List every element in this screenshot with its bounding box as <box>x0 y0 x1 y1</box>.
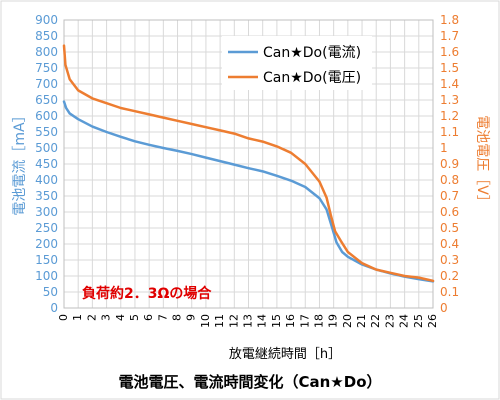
x-tick-label: 26 <box>426 314 439 328</box>
x-tick-label: 7 <box>156 314 169 321</box>
x-tick-label: 19 <box>327 314 340 328</box>
y-left-tick-label: 300 <box>35 205 58 219</box>
y-right-tick-label: 1.6 <box>440 45 459 59</box>
x-tick-label: 25 <box>412 314 425 328</box>
x-tick-label: 13 <box>242 314 255 328</box>
y-left-tick-label: 100 <box>35 269 58 283</box>
x-tick-labels: 0 1 2 3 4 5 6 7 8 9 10 11 12 13 14 15 16 17 18 19 20 21 22 23 24… <box>57 314 439 328</box>
series-line-current <box>62 100 435 283</box>
y-right-tick-label: 1.3 <box>440 93 459 107</box>
y-left-tick-label: 150 <box>35 253 58 267</box>
x-tick-label: 12 <box>227 314 240 328</box>
legend-label-current: Can★Do(電流) <box>263 45 361 61</box>
x-tick-label: 6 <box>142 314 155 321</box>
y-left-tick-label: 50 <box>43 285 58 299</box>
y-right-tick-label: 0.5 <box>440 221 459 235</box>
x-tick-label: 8 <box>171 314 184 321</box>
legend-box <box>222 36 372 90</box>
y-left-tick-label: 400 <box>35 173 58 187</box>
y-left-tick-label: 500 <box>35 141 58 155</box>
y-right-tick-label: 1.1 <box>440 125 459 139</box>
y-right-tick-label: 0.8 <box>440 173 459 187</box>
y-axis-right-label: 電池電圧［V］ <box>474 115 490 209</box>
y-right-tick-label: 0.4 <box>440 237 459 251</box>
y-left-tick-label: 900 <box>35 13 58 27</box>
y-left-tick-label: 250 <box>35 221 58 235</box>
y-left-tick-label: 700 <box>35 77 58 91</box>
y-left-tick-label: 800 <box>35 45 58 59</box>
y-right-tick-label: 1.5 <box>440 61 459 75</box>
y-right-tick-label: 0.1 <box>440 285 459 299</box>
x-tick-label: 18 <box>312 314 325 328</box>
y-right-tick-label: 0 <box>440 301 448 315</box>
x-tick-label: 24 <box>398 314 411 328</box>
grid <box>63 19 434 309</box>
y-right-tick-label: 0.3 <box>440 253 459 267</box>
y-right-tick-label: 0.7 <box>440 189 459 203</box>
y-right-tick-label: 1.8 <box>440 13 459 27</box>
x-tick-label: 22 <box>369 314 382 328</box>
y-right-tick-label: 1.4 <box>440 77 459 91</box>
y-right-tick-labels: 0 0.1 0.2 0.3 0.4 0.5 0.6 0.7 0.8 0.9 1 1.1 1.2 1.3 1.… <box>440 13 459 315</box>
y-left-tick-label: 850 <box>35 29 58 43</box>
x-tick-label: 16 <box>284 314 297 328</box>
y-left-tick-label: 200 <box>35 237 58 251</box>
y-left-tick-label: 0 <box>50 301 58 315</box>
x-tick-label: 20 <box>341 314 354 328</box>
x-tick-label: 9 <box>185 314 198 321</box>
y-left-tick-label: 750 <box>35 61 58 75</box>
series-layer <box>62 44 435 283</box>
y-left-tick-label: 600 <box>35 109 58 123</box>
y-right-tick-label: 1.2 <box>440 109 459 123</box>
y-left-tick-label: 350 <box>35 189 58 203</box>
y-right-tick-label: 0.9 <box>440 157 459 171</box>
x-tick-label: 3 <box>100 314 113 321</box>
y-right-tick-label: 1 <box>440 141 448 155</box>
x-tick-label: 1 <box>71 314 84 321</box>
series-line-voltage <box>62 44 435 283</box>
plot-area-border <box>63 19 434 309</box>
x-tick-label: 14 <box>256 314 269 328</box>
y-left-tick-label: 550 <box>35 125 58 139</box>
x-tick-label: 15 <box>270 314 283 328</box>
y-right-tick-label: 1.7 <box>440 29 459 43</box>
y-right-tick-label: 0.6 <box>440 205 459 219</box>
y-left-tick-label: 650 <box>35 93 58 107</box>
legend: Can★Do(電流) Can★Do(電圧) <box>222 36 372 90</box>
x-tick-label: 11 <box>213 314 226 328</box>
y-right-tick-label: 0.2 <box>440 269 459 283</box>
x-tick-label: 2 <box>85 314 98 321</box>
x-tick-label: 10 <box>199 314 212 328</box>
x-tick-label: 17 <box>298 314 311 328</box>
x-tick-label: 4 <box>114 314 127 321</box>
y-left-tick-label: 450 <box>35 157 58 171</box>
x-tick-label: 21 <box>355 314 368 328</box>
x-tick-label: 5 <box>128 314 141 321</box>
y-left-tick-labels: 0 50 100 150 200 250 300 350 400 450 500 550 600 650 7… <box>35 13 58 315</box>
load-annotation: 負荷約2．3Ωの場合 <box>82 285 212 302</box>
x-tick-label: 23 <box>383 314 396 328</box>
legend-label-voltage: Can★Do(電圧) <box>263 70 361 86</box>
y-axis-left-label: 電池電流［mA］ <box>12 108 28 215</box>
x-axis-label: 放電継続時間［h］ <box>229 347 341 362</box>
chart-title: 電池電圧、電流時間変化（Can★Do） <box>118 373 381 391</box>
x-tick-label: 0 <box>57 314 70 321</box>
